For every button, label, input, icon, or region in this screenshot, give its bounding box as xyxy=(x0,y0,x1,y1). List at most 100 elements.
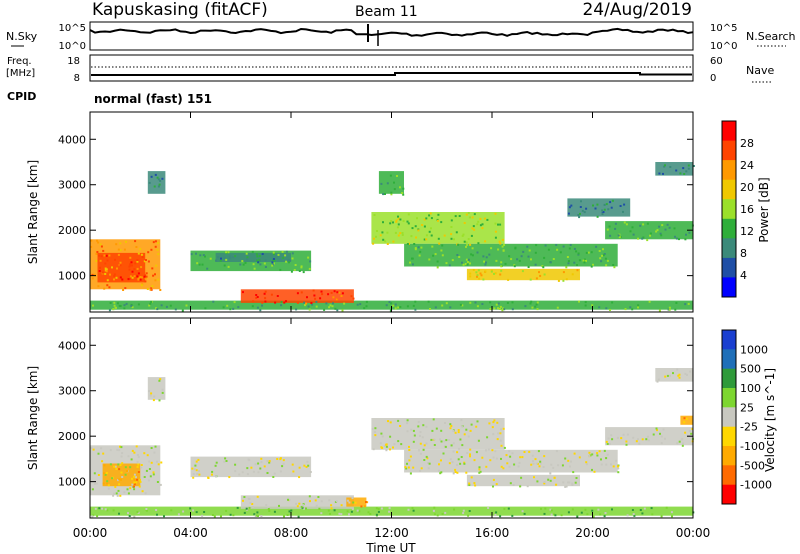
heatmap-cell xyxy=(623,203,626,206)
colorbar-tick-label: 24 xyxy=(740,159,754,172)
colorbar-tick-label: 1000 xyxy=(740,343,768,356)
heatmap-cell xyxy=(356,509,359,512)
heatmap-cell xyxy=(334,307,337,310)
colorbar-tick-label: -1000 xyxy=(740,479,772,492)
heatmap-cell xyxy=(618,236,621,239)
heatmap-cell xyxy=(397,215,399,218)
heatmap-cell xyxy=(191,467,194,470)
heatmap-cell xyxy=(203,511,206,513)
heatmap-cell xyxy=(399,425,402,427)
heatmap-cell xyxy=(197,458,200,461)
colorbar-tick-label: -500 xyxy=(740,459,765,472)
heatmap-cell xyxy=(377,510,380,513)
heatmap-cell xyxy=(664,164,666,167)
heatmap-cell xyxy=(307,305,310,308)
heatmap-cell xyxy=(131,270,134,273)
heatmap-cell xyxy=(136,454,139,456)
heatmap-cell xyxy=(256,259,259,262)
heatmap-cell xyxy=(223,256,226,259)
heatmap-cell xyxy=(257,462,260,465)
heatmap-cell xyxy=(683,173,686,175)
heatmap-cell xyxy=(467,258,470,261)
heatmap-cell xyxy=(649,232,652,235)
heatmap-cell xyxy=(304,304,306,307)
heatmap-cell xyxy=(432,418,435,421)
heatmap-cell xyxy=(444,422,446,424)
heatmap-cell xyxy=(529,278,532,281)
heatmap-cell xyxy=(562,245,565,248)
heatmap-cell xyxy=(461,304,464,307)
heatmap-cell xyxy=(583,258,586,261)
heatmap-cell xyxy=(137,303,140,306)
heatmap-cell xyxy=(500,269,503,272)
heatmap-cell xyxy=(552,258,555,260)
heatmap-cell xyxy=(406,419,409,422)
heatmap-cell xyxy=(133,515,136,518)
heatmap-cell xyxy=(420,467,423,470)
heatmap-cell xyxy=(663,165,666,168)
time-axis: 00:00 04:00 08:00 12:00 16:00 20:00 00:00 xyxy=(73,112,710,540)
heatmap-cell xyxy=(199,254,202,257)
heatmap-cell xyxy=(129,256,132,259)
heatmap-cell xyxy=(638,442,641,445)
heatmap-cell xyxy=(373,214,376,216)
heatmap-cell xyxy=(438,463,440,466)
heatmap-cell xyxy=(273,472,276,475)
heatmap-cell xyxy=(177,513,180,516)
y-tick-label: 2000 xyxy=(58,224,86,237)
heatmap-cell xyxy=(570,460,572,463)
heatmap-cell xyxy=(111,477,114,480)
heatmap-cell xyxy=(233,301,236,304)
heatmap-cell xyxy=(604,257,607,260)
heatmap-cell xyxy=(535,277,538,280)
heatmap-cell xyxy=(543,481,546,483)
heatmap-cell xyxy=(195,252,197,255)
heatmap-cell xyxy=(272,262,275,265)
heatmap-cell xyxy=(209,257,212,260)
heatmap-region xyxy=(240,289,354,303)
heatmap-cell xyxy=(129,263,132,266)
heatmap-cell xyxy=(429,308,431,310)
heatmap-cell xyxy=(227,265,230,268)
heatmap-cell xyxy=(397,419,400,422)
heatmap-cell xyxy=(246,473,249,476)
heatmap-cell xyxy=(198,263,201,266)
heatmap-cell xyxy=(145,272,148,275)
heatmap-cell xyxy=(277,253,280,256)
heatmap-cell xyxy=(470,253,473,256)
nave-label: Nave xyxy=(746,64,774,77)
heatmap-cell xyxy=(305,302,308,305)
heatmap-cell xyxy=(427,462,429,464)
heatmap-cell xyxy=(379,442,382,445)
heatmap-cell xyxy=(185,304,188,307)
nsky-label: N.Sky xyxy=(6,30,38,43)
heatmap-cell xyxy=(346,499,349,502)
heatmap-cell xyxy=(253,267,256,270)
heatmap-cell xyxy=(422,448,425,451)
heatmap-cell xyxy=(133,475,136,478)
heatmap-cell xyxy=(108,309,111,312)
colorbar-tick-label: 500 xyxy=(740,363,761,376)
heatmap-cell xyxy=(656,229,659,232)
heatmap-cell xyxy=(151,285,154,288)
heatmap-cell xyxy=(560,514,563,517)
heatmap-cell xyxy=(486,436,489,439)
heatmap-cell xyxy=(667,308,670,311)
colorbar-tick-label: 12 xyxy=(740,225,754,238)
heatmap-cell xyxy=(595,245,598,248)
heatmap-cell xyxy=(413,434,416,437)
heatmap-cell xyxy=(425,238,428,241)
heatmap-cell xyxy=(289,259,292,262)
heatmap-cell xyxy=(596,454,599,457)
heatmap-cell xyxy=(232,307,235,310)
heatmap-cell xyxy=(130,261,133,264)
heatmap-cell xyxy=(298,476,301,479)
heatmap-cell xyxy=(478,468,481,471)
velocity-heatmap xyxy=(90,368,693,516)
heatmap-cell xyxy=(408,242,410,245)
heatmap-cell xyxy=(547,248,550,251)
heatmap-cell xyxy=(146,454,149,457)
heatmap-cell xyxy=(600,458,602,461)
heatmap-cell xyxy=(445,302,448,305)
heatmap-cell xyxy=(675,169,678,172)
